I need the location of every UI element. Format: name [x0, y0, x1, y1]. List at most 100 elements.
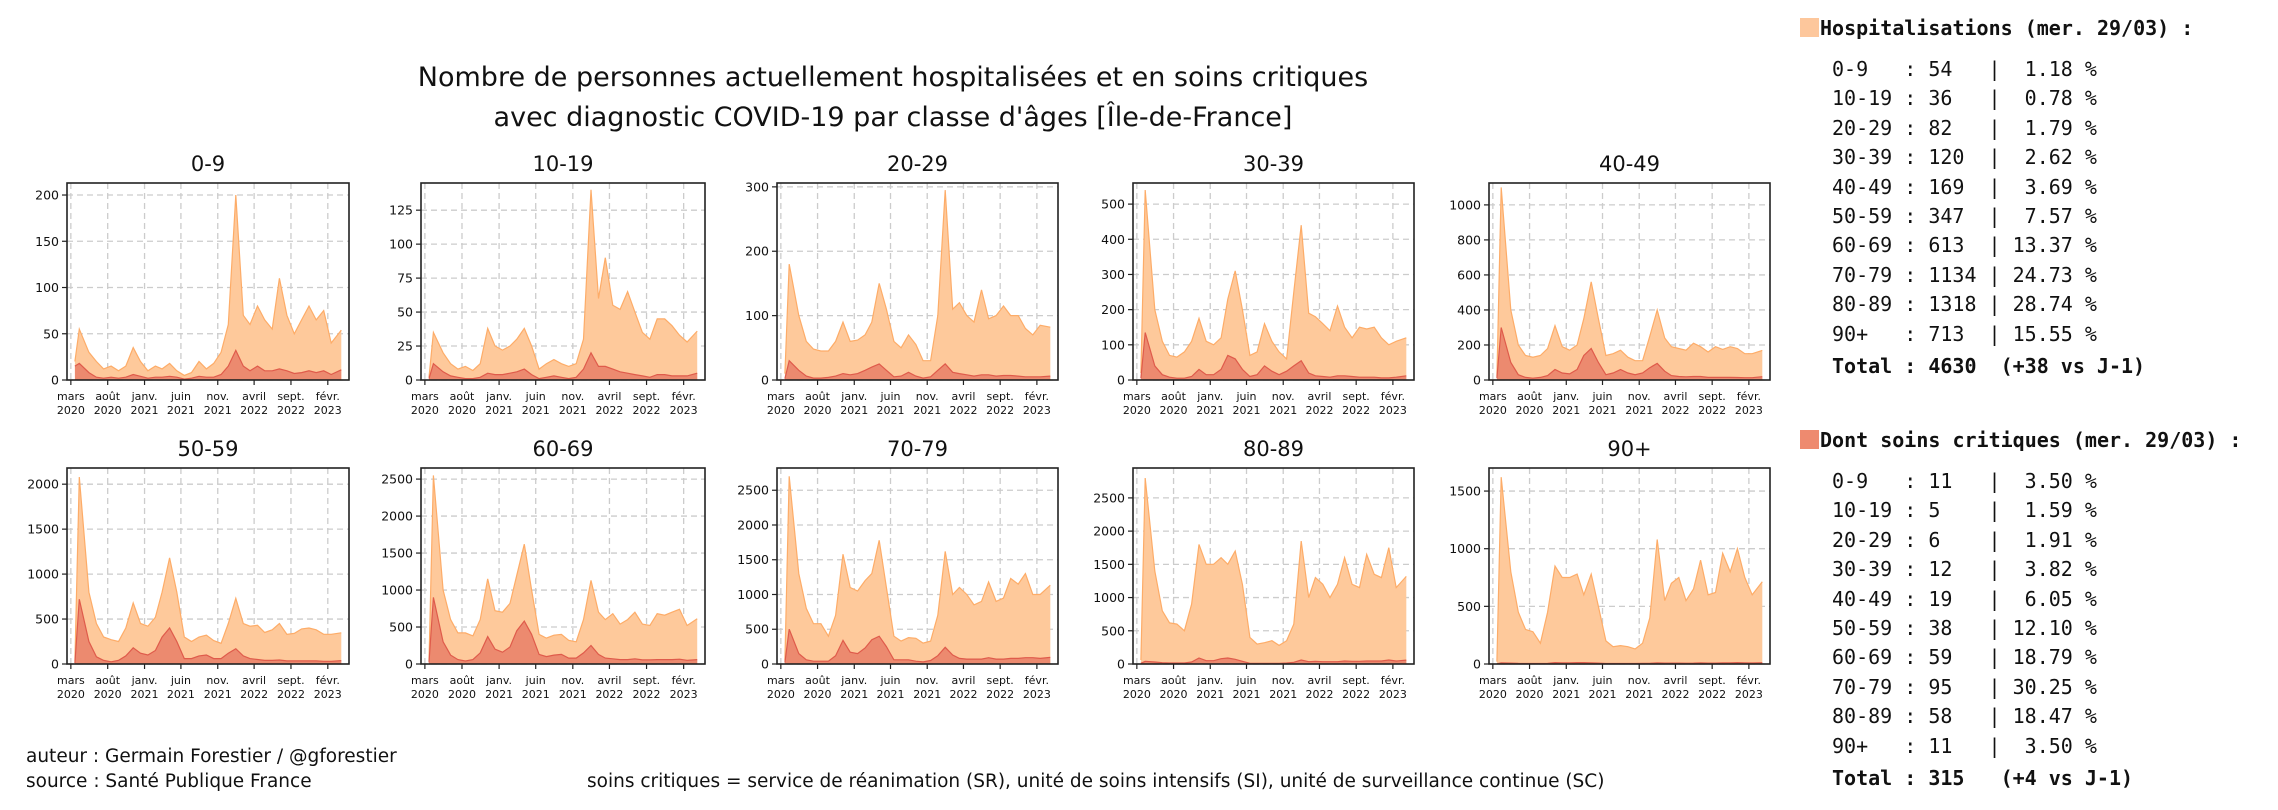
legend-row: 10-19 : 5 | 1.59 %: [1832, 498, 2097, 523]
x-tick-label: 2020: [767, 404, 795, 417]
area-hospitalisations: [1140, 478, 1407, 664]
x-tick-label: 2021: [522, 404, 550, 417]
legend-row: 60-69 : 59 | 18.79 %: [1832, 645, 2097, 670]
chart-panel-90+: 90+050010001500mars2020août2020janv.2021…: [1449, 437, 1771, 701]
x-tick-label: avril: [1308, 674, 1332, 687]
y-tick-label: 100: [389, 237, 413, 252]
x-tick-label: sept.: [277, 674, 304, 687]
x-tick-label: 2021: [1269, 404, 1297, 417]
y-tick-label: 300: [745, 179, 769, 194]
y-tick-label: 1000: [381, 583, 413, 598]
legend-row: 30-39 : 120 | 2.62 %: [1832, 145, 2097, 170]
legend-row: 20-29 : 6 | 1.91 %: [1832, 527, 2097, 552]
line-soins-critiques: [74, 349, 342, 380]
chart-panel-10-19: 10-190255075100125mars2020août2020janv.2…: [389, 152, 706, 417]
area-hospitalisations: [74, 195, 342, 380]
axes-frame: [1488, 467, 1771, 665]
x-tick-label: 2021: [167, 688, 195, 701]
x-tick-label: août: [95, 390, 120, 403]
x-tick-label: 2021: [840, 404, 868, 417]
x-tick-label: juin: [1591, 674, 1612, 687]
x-tick-label: 2021: [559, 404, 587, 417]
x-tick-label: 2020: [94, 404, 122, 417]
x-tick-label: avril: [242, 390, 266, 403]
x-tick-label: avril: [952, 390, 976, 403]
legend-row: 60-69 : 613 | 13.37 %: [1832, 233, 2097, 258]
line-soins-critiques: [784, 628, 1051, 663]
x-tick-label: mars: [1479, 390, 1507, 403]
x-tick-label: 2021: [1552, 688, 1580, 701]
y-tick-label: 0: [405, 657, 413, 672]
chart-panel-50-59: 50-590500100015002000mars2020août2020jan…: [27, 437, 350, 701]
chart-title: 30-39: [1243, 152, 1304, 176]
chart-title: 40-49: [1599, 152, 1660, 176]
x-tick-label: mars: [411, 674, 439, 687]
x-tick-label: 2020: [1516, 404, 1544, 417]
line-soins-critiques: [1496, 327, 1763, 379]
x-tick-label: juin: [525, 390, 546, 403]
y-tick-label: 0: [761, 657, 769, 672]
chart-title: 20-29: [887, 152, 948, 176]
x-tick-label: janv.: [131, 674, 158, 687]
x-tick-label: nov.: [1628, 390, 1651, 403]
x-tick-label: juin: [170, 674, 191, 687]
x-tick-label: août: [1517, 390, 1542, 403]
chart-panel-70-79: 70-7905001000150020002500mars2020août202…: [737, 437, 1059, 701]
x-tick-label: janv.: [131, 390, 158, 403]
legend-header: Hospitalisations (mer. 29/03) :: [1820, 16, 2194, 40]
x-tick-label: nov.: [1272, 674, 1295, 687]
axes-frame: [420, 182, 706, 381]
x-tick-label: 2021: [1625, 688, 1653, 701]
y-tick-label: 0: [1473, 657, 1481, 672]
line-soins-critiques: [428, 597, 698, 663]
x-tick-label: janv.: [1196, 674, 1223, 687]
x-tick-label: 2022: [240, 688, 268, 701]
footer-source: source : Santé Publique France: [26, 771, 312, 792]
chart-title: 90+: [1607, 437, 1651, 461]
x-tick-label: nov.: [561, 674, 584, 687]
y-tick-label: 150: [35, 234, 59, 249]
x-tick-label: 2021: [204, 404, 232, 417]
x-tick-label: mars: [1479, 674, 1507, 687]
y-tick-label: 200: [745, 244, 769, 259]
x-tick-label: avril: [1308, 390, 1332, 403]
legend-row: 10-19 : 36 | 0.78 %: [1832, 86, 2097, 111]
x-tick-label: févr.: [672, 674, 696, 687]
x-tick-label: juin: [1235, 674, 1256, 687]
x-tick-label: juin: [1235, 390, 1256, 403]
axes-frame: [420, 467, 706, 665]
x-tick-label: 2020: [448, 404, 476, 417]
x-tick-label: mars: [57, 390, 85, 403]
line-hospitalisations: [1496, 477, 1763, 662]
chart-title: 60-69: [532, 437, 593, 461]
x-tick-label: 2020: [1479, 404, 1507, 417]
x-tick-label: sept.: [987, 674, 1014, 687]
x-tick-label: 2021: [913, 404, 941, 417]
y-tick-label: 0: [761, 373, 769, 388]
x-tick-label: sept.: [1343, 390, 1370, 403]
x-tick-label: janv.: [485, 674, 512, 687]
y-tick-label: 50: [397, 305, 413, 320]
y-tick-label: 25: [397, 339, 413, 354]
legend-row: 80-89 : 58 | 18.47 %: [1832, 704, 2097, 729]
area-hospitalisations: [429, 475, 698, 664]
x-tick-label: 2021: [1589, 688, 1617, 701]
axes-frame: [776, 467, 1059, 665]
x-tick-label: févr.: [1737, 674, 1761, 687]
x-tick-label: avril: [242, 674, 266, 687]
y-tick-label: 1000: [1449, 197, 1481, 212]
footer-author: auteur : Germain Forestier / @gforestier: [26, 746, 397, 767]
x-tick-label: févr.: [316, 390, 340, 403]
legend-soins-critiques: Dont soins critiques (mer. 29/03) : 0-9 …: [1800, 429, 2241, 790]
chart-title: 10-19: [532, 152, 593, 176]
footer-note: soins critiques = service de réanimation…: [587, 771, 1605, 792]
x-tick-label: 2022: [986, 688, 1014, 701]
x-tick-label: 2022: [1698, 404, 1726, 417]
x-tick-label: janv.: [1552, 390, 1579, 403]
x-tick-label: 2021: [1233, 688, 1261, 701]
x-tick-label: sept.: [1699, 390, 1726, 403]
x-tick-label: 2021: [877, 688, 905, 701]
line-hospitalisations: [784, 190, 1051, 374]
x-tick-label: 2023: [1379, 404, 1407, 417]
